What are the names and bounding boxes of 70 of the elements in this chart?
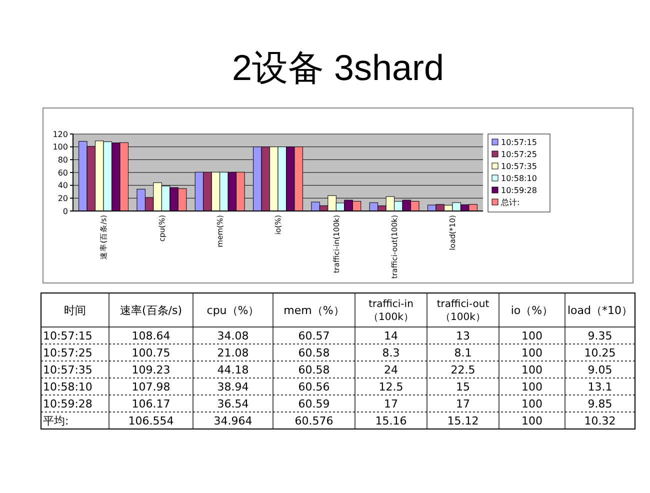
y-tick-label: 平均: — [43, 414, 69, 428]
data-label: 60.58 — [298, 346, 330, 360]
y-axis-title: 时间 — [64, 304, 86, 317]
data-label: 8.3 — [382, 346, 400, 360]
data-label: 10.32 — [584, 414, 616, 428]
data-label: 60.56 — [298, 380, 330, 394]
data-label: 34.964 — [214, 414, 252, 428]
y-tick-label: 100 — [52, 142, 68, 152]
y-tick-label: 10:58:10 — [43, 380, 92, 394]
x-tick-label: 速率(百条/s) — [120, 304, 182, 317]
data-label: 100 — [522, 380, 542, 394]
data-label: 14 — [384, 329, 398, 342]
data-label: 36.54 — [217, 397, 249, 410]
x-tick-label: cpu（%） — [206, 304, 260, 317]
data-label: 13.1 — [588, 380, 612, 394]
legend-label: 10:57:35 — [501, 162, 537, 171]
data-label: 106.17 — [132, 397, 170, 410]
y-tick-label: 10:59:28 — [43, 397, 92, 410]
y-tick-label: 10:57:35 — [43, 363, 92, 376]
data-label: 15 — [456, 380, 470, 394]
data-label: 38.94 — [217, 380, 249, 394]
data-label: 10.25 — [584, 346, 616, 360]
legend-label: 10:58:10 — [501, 174, 537, 183]
y-tick-label: 10:57:15 — [43, 329, 92, 342]
data-label: 9.35 — [588, 329, 612, 342]
y-tick-label: 80 — [58, 155, 68, 164]
chart-title: 2设备 3shard — [232, 47, 444, 88]
data-label: 9.05 — [588, 363, 612, 376]
data-label: 17 — [456, 397, 470, 410]
data-label: 12.5 — [378, 380, 404, 394]
data-label: 60.59 — [298, 397, 330, 410]
data-label: 109.23 — [132, 363, 170, 376]
data-label: 106.554 — [128, 414, 174, 428]
data-label: 22.5 — [450, 363, 476, 376]
data-label: 44.18 — [217, 363, 249, 376]
x-tick-label: mem（%） — [284, 304, 344, 317]
y-tick-label: 0 — [62, 206, 68, 216]
data-label: 34.08 — [217, 329, 249, 342]
x-tick-label: load（*10） — [567, 304, 633, 317]
legend-label: 总计: — [500, 198, 520, 207]
data-label: 8.1 — [454, 346, 472, 360]
data-label: 108.64 — [132, 329, 170, 342]
data-label: 100 — [522, 329, 542, 342]
data-label: 100 — [522, 346, 542, 360]
data-label: 21.08 — [217, 346, 249, 360]
data-label: 100 — [522, 397, 542, 410]
data-label: 60.57 — [298, 329, 330, 342]
data-label: 60.58 — [298, 363, 330, 376]
data-label: 100 — [522, 414, 542, 428]
data-label: 100 — [522, 363, 542, 376]
y-tick-label: 120 — [52, 130, 68, 139]
legend-label: 10:57:25 — [501, 150, 537, 159]
x-tick-label: io（%） — [510, 304, 554, 317]
x-tick-label: traffici-in（100k） — [368, 299, 414, 323]
y-tick-label: 10:57:25 — [43, 346, 92, 360]
x-tick-label: traffici-out（100k） — [436, 299, 490, 323]
data-label: 15.12 — [447, 414, 479, 428]
data-label: 9.85 — [588, 397, 612, 410]
data-label: 13 — [456, 329, 470, 342]
legend-label: 10:57:15 — [501, 138, 537, 147]
legend-label: 10:59:28 — [501, 186, 537, 195]
data-label: 107.98 — [132, 380, 170, 394]
data-label: 15.16 — [375, 414, 407, 428]
y-tick-label: 40 — [58, 181, 68, 190]
y-tick-label: 60 — [58, 168, 68, 178]
data-label: 17 — [384, 397, 398, 410]
data-label: 24 — [384, 363, 398, 376]
data-label: 60.576 — [294, 414, 334, 428]
data-label: 100.75 — [132, 346, 170, 360]
y-tick-label: 20 — [58, 194, 68, 203]
